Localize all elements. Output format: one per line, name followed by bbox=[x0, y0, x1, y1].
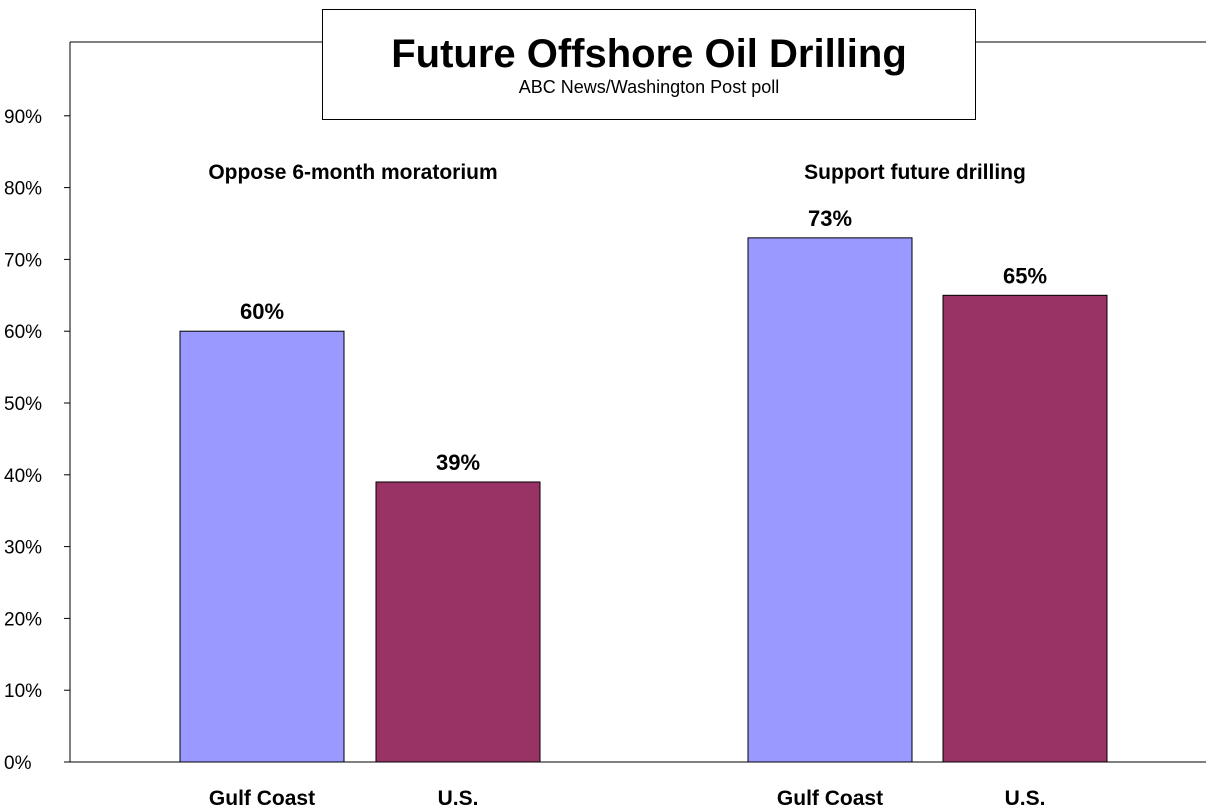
x-category-label: U.S. bbox=[1005, 787, 1046, 810]
bar bbox=[942, 294, 1108, 763]
chart-title-box: Future Offshore Oil Drilling ABC News/Wa… bbox=[322, 9, 976, 120]
bar bbox=[747, 237, 913, 763]
y-tick-label: 40% bbox=[4, 466, 42, 487]
bar bbox=[179, 330, 345, 763]
chart-subtitle: ABC News/Washington Post poll bbox=[518, 77, 780, 97]
y-tick-label: 20% bbox=[4, 609, 42, 630]
y-tick-label: 70% bbox=[4, 250, 42, 271]
y-tick-label: 10% bbox=[4, 681, 42, 702]
y-tick-label: 80% bbox=[4, 179, 42, 200]
x-category-label: U.S. bbox=[438, 787, 479, 810]
y-tick-label: 60% bbox=[4, 322, 42, 343]
y-tick-label: 50% bbox=[4, 394, 42, 415]
y-tick-label: 30% bbox=[4, 538, 42, 559]
x-category-label: Gulf Coast bbox=[777, 787, 883, 810]
data-label: 73% bbox=[808, 206, 852, 231]
x-category-label: Gulf Coast bbox=[209, 787, 315, 810]
chart-title: Future Offshore Oil Drilling bbox=[391, 32, 907, 76]
data-label: 65% bbox=[1003, 263, 1047, 288]
data-label: 39% bbox=[436, 450, 480, 475]
data-label: 60% bbox=[240, 299, 284, 324]
group-label: Support future drilling bbox=[804, 161, 1026, 184]
y-tick-label: 0% bbox=[4, 753, 32, 774]
y-tick-label: 90% bbox=[4, 107, 42, 128]
bar bbox=[375, 481, 541, 763]
group-label: Oppose 6-month moratorium bbox=[208, 161, 497, 184]
